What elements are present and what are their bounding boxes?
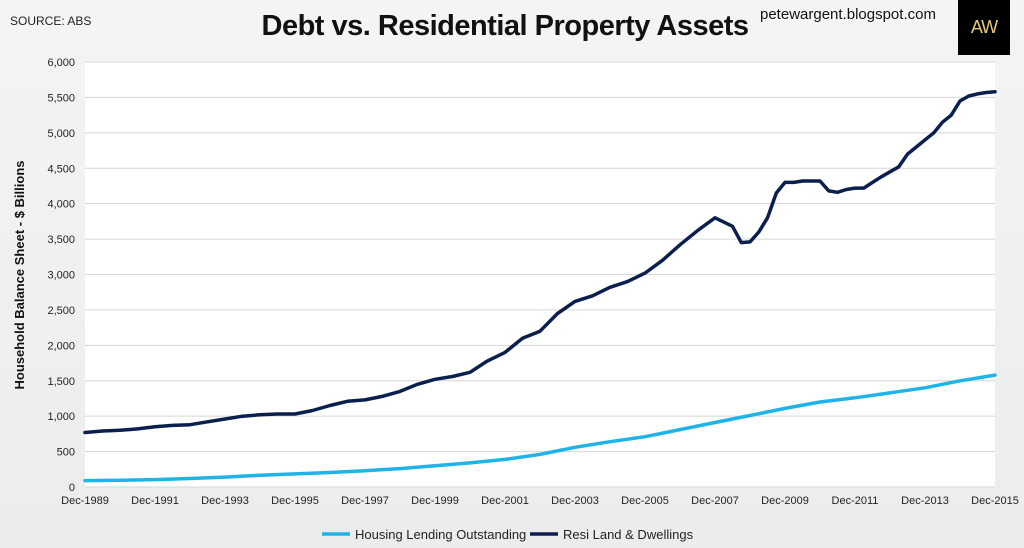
source-label: SOURCE: ABS bbox=[10, 14, 92, 28]
x-tick-label: Dec-1995 bbox=[271, 495, 319, 507]
y-tick-label: 5,500 bbox=[47, 92, 75, 104]
y-tick-label: 500 bbox=[57, 447, 75, 459]
x-tick-label: Dec-2013 bbox=[901, 495, 949, 507]
x-tick-label: Dec-2003 bbox=[551, 495, 599, 507]
x-tick-label: Dec-1989 bbox=[61, 495, 109, 507]
blog-url: petewargent.blogspot.com bbox=[760, 6, 936, 23]
x-tick-label: Dec-2009 bbox=[761, 495, 809, 507]
x-tick-label: Dec-2015 bbox=[971, 495, 1019, 507]
x-tick-label: Dec-2005 bbox=[621, 495, 669, 507]
aw-logo: AW bbox=[958, 0, 1010, 55]
y-tick-label: 2,500 bbox=[47, 305, 75, 317]
x-tick-label: Dec-1997 bbox=[341, 495, 389, 507]
y-tick-label: 3,500 bbox=[47, 234, 75, 246]
y-tick-label: 3,000 bbox=[47, 270, 75, 282]
x-tick-label: Dec-2007 bbox=[691, 495, 739, 507]
y-tick-label: 6,000 bbox=[47, 57, 75, 69]
x-tick-label: Dec-2001 bbox=[481, 495, 529, 507]
y-tick-label: 2,000 bbox=[47, 340, 75, 352]
series-line-resi-land bbox=[83, 90, 997, 435]
y-tick-label: 4,000 bbox=[47, 199, 75, 211]
x-tick-label: Dec-1991 bbox=[131, 495, 179, 507]
x-tick-label: Dec-2011 bbox=[832, 495, 879, 507]
legend-label: Resi Land & Dwellings bbox=[563, 527, 694, 542]
x-tick-label: Dec-1993 bbox=[201, 495, 249, 507]
y-tick-label: 4,500 bbox=[47, 163, 75, 175]
chart-title: Debt vs. Residential Property Assets bbox=[261, 10, 750, 42]
y-tick-label: 5,000 bbox=[47, 128, 75, 140]
y-tick-label: 1,000 bbox=[47, 411, 75, 423]
legend-label: Housing Lending Outstanding bbox=[355, 527, 526, 542]
y-axis-label: Household Balance Sheet - $ Billions bbox=[12, 161, 27, 390]
x-tick-label: Dec-1999 bbox=[411, 495, 459, 507]
y-tick-label: 0 bbox=[69, 482, 75, 494]
series-line-housing-lending bbox=[83, 373, 997, 483]
y-tick-label: 1,500 bbox=[47, 376, 75, 388]
